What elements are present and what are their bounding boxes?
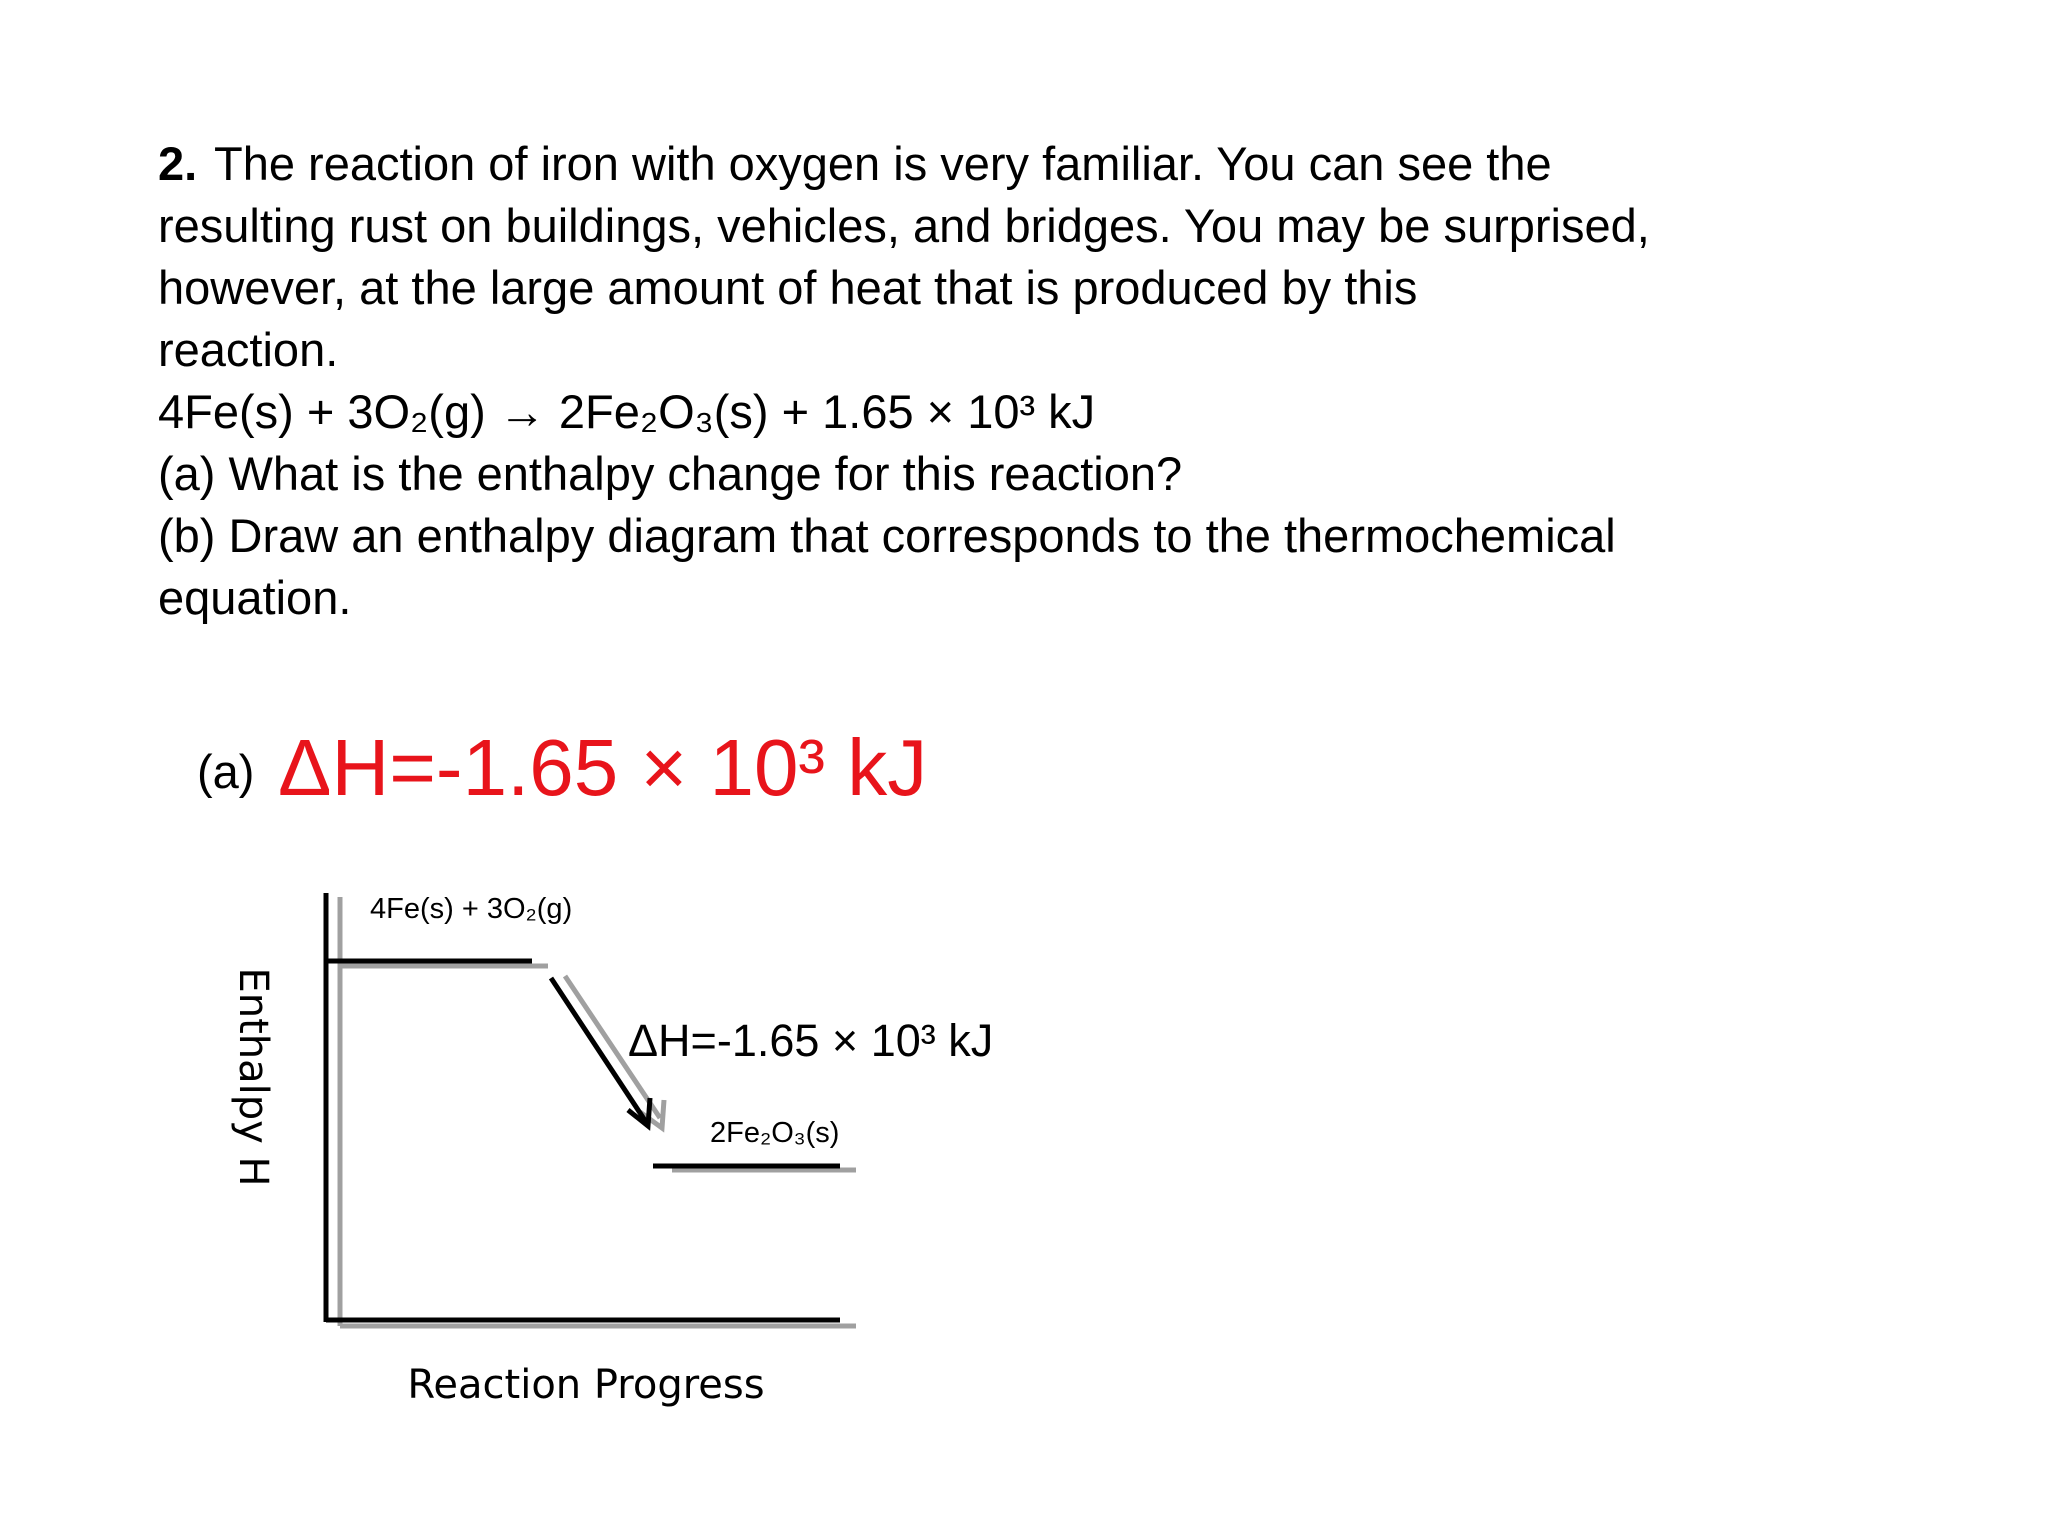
- question: 2. The reaction of iron with oxygen is v…: [158, 137, 1650, 624]
- question-line: resulting rust on buildings, vehicles, a…: [158, 199, 1650, 252]
- reactants-label: 4Fe(s) + 3O₂(g): [370, 893, 572, 925]
- question-line: The reaction of iron with oxygen is very…: [214, 137, 1552, 190]
- question-number: 2.: [158, 137, 197, 190]
- answer-label: (a): [197, 745, 254, 798]
- question-line: (a) What is the enthalpy change for this…: [158, 447, 1182, 500]
- question-line: reaction.: [158, 323, 338, 376]
- delta-h-label: ΔH=-1.65 × 10³ kJ: [628, 1015, 993, 1066]
- diagram-lines: [323, 893, 840, 1323]
- question-line: however, at the large amount of heat tha…: [158, 261, 1417, 314]
- question-line: equation.: [158, 571, 351, 624]
- question-line: 4Fe(s) + 3O₂(g) → 2Fe₂O₃(s) + 1.65 × 10³…: [158, 385, 1095, 438]
- y-axis-label: Enthalpy H: [230, 967, 276, 1186]
- answer-text: ΔH=-1.65 × 10³ kJ: [278, 723, 927, 812]
- question-line: (b) Draw an enthalpy diagram that corres…: [158, 509, 1616, 562]
- products-label: 2Fe₂O₃(s): [710, 1117, 839, 1149]
- x-axis-label: Reaction Progress: [407, 1362, 764, 1408]
- diagram-shadow: [337, 897, 856, 1329]
- enthalpy-diagram: 4Fe(s) + 3O₂(g) 2Fe₂O₃(s) ΔH=-1.65 × 10³…: [230, 893, 993, 1408]
